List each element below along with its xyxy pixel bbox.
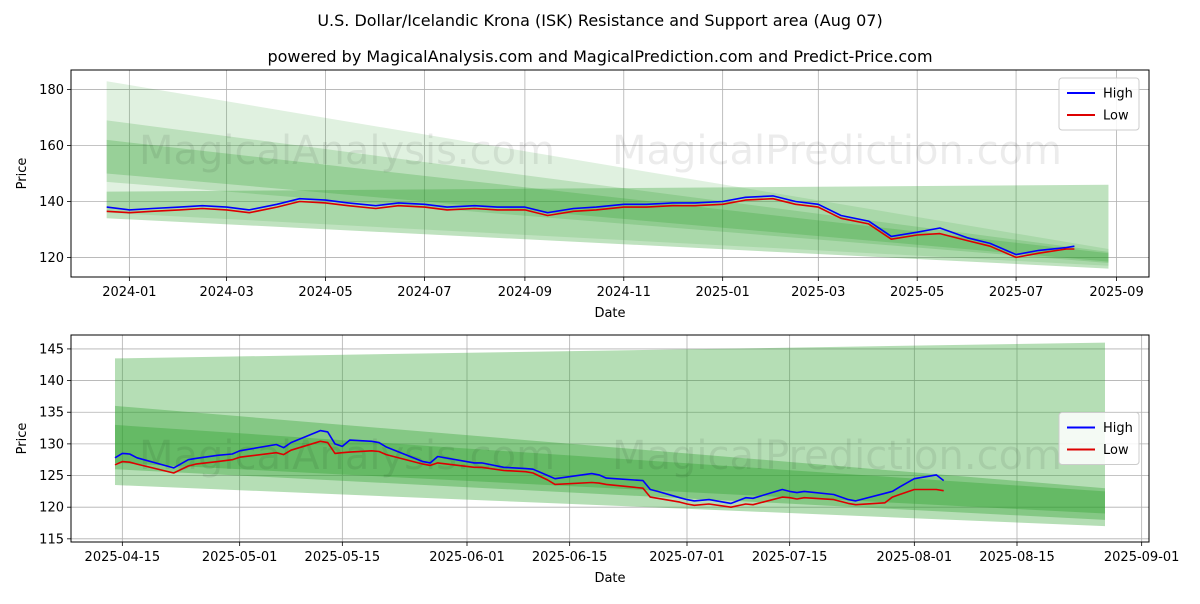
plot-frame xyxy=(70,334,1150,543)
legend: High Low xyxy=(1058,412,1140,465)
legend-label-high: High xyxy=(1103,421,1133,436)
x-tick-label: 2024-07 xyxy=(397,285,451,300)
x-tick-label: 2025-07-01 xyxy=(649,550,725,565)
x-tick-label: 2025-03 xyxy=(791,285,845,300)
x-tick-label: 2025-08-15 xyxy=(979,550,1055,565)
top-plot: MagicalAnalysis.com MagicalPrediction.com… xyxy=(15,69,1150,321)
x-tick-label: 2025-09 xyxy=(1089,285,1143,300)
prediction-band xyxy=(115,424,1105,514)
grid xyxy=(71,335,1149,542)
x-tick-label: 2025-07 xyxy=(989,285,1043,300)
prediction-band xyxy=(115,405,1105,520)
y-tick-label: 115 xyxy=(39,532,64,547)
prediction-band xyxy=(106,120,1109,264)
x-tick-label: 2025-06-15 xyxy=(532,550,608,565)
series-line-high xyxy=(114,429,945,505)
x-tick-label: 2024-03 xyxy=(199,285,253,300)
bottom-plot: MagicalAnalysis.com MagicalPrediction.com… xyxy=(15,334,1180,586)
x-axis-label: Date xyxy=(594,306,625,321)
watermark-analysis: MagicalAnalysis.com xyxy=(139,433,555,479)
x-tick-label: 2024-11 xyxy=(597,285,651,300)
prediction-band xyxy=(106,184,1109,269)
x-axis-label: Date xyxy=(594,571,625,586)
x-tick-label: 2025-06-01 xyxy=(429,550,505,565)
legend: High Low xyxy=(1058,77,1140,131)
series-line-low xyxy=(106,197,1075,259)
plot-frame xyxy=(70,69,1150,278)
x-tick-label: 2024-09 xyxy=(498,285,552,300)
legend-label-low: Low xyxy=(1103,443,1129,458)
y-tick-label: 135 xyxy=(39,406,64,421)
y-tick-label: 125 xyxy=(39,469,64,484)
legend-box xyxy=(1058,412,1140,465)
y-tick-label: 145 xyxy=(39,342,64,357)
y-tick-label: 140 xyxy=(39,374,64,389)
x-tick-label: 2025-07-15 xyxy=(752,550,828,565)
prediction-band xyxy=(115,342,1105,527)
y-tick-label: 140 xyxy=(39,195,64,210)
x-tick-label: 2025-01 xyxy=(695,285,749,300)
x-tick-label: 2025-09-01 xyxy=(1104,550,1180,565)
x-tick-label: 2025-04-15 xyxy=(85,550,161,565)
x-tick-label: 2024-01 xyxy=(102,285,156,300)
x-tick-label: 2025-08-01 xyxy=(877,550,953,565)
legend-label-low: Low xyxy=(1103,109,1129,124)
chart-subtitle: powered by MagicalAnalysis.com and Magic… xyxy=(267,47,932,66)
watermark-prediction: MagicalPrediction.com xyxy=(612,128,1062,174)
chart-title: U.S. Dollar/Icelandic Krona (ISK) Resist… xyxy=(317,11,882,30)
x-tick-label: 2025-05-01 xyxy=(202,550,278,565)
y-tick-label: 160 xyxy=(39,139,64,154)
prediction-band xyxy=(106,139,1109,262)
y-axis-label: Price xyxy=(15,158,30,190)
legend-box xyxy=(1058,77,1140,131)
x-tick-label: 2025-05-15 xyxy=(305,550,381,565)
y-tick-label: 120 xyxy=(39,501,64,516)
x-tick-label: 2025-05 xyxy=(890,285,944,300)
y-axis-label: Price xyxy=(15,423,30,455)
y-tick-label: 120 xyxy=(39,251,64,266)
y-tick-label: 130 xyxy=(39,437,64,452)
watermark-analysis: MagicalAnalysis.com xyxy=(139,128,555,174)
legend-label-high: High xyxy=(1103,87,1133,102)
x-tick-label: 2024-05 xyxy=(298,285,352,300)
y-tick-label: 180 xyxy=(39,83,64,98)
series-line-low xyxy=(114,440,944,508)
series-line-high xyxy=(106,195,1075,256)
watermark-prediction: MagicalPrediction.com xyxy=(612,433,1062,479)
